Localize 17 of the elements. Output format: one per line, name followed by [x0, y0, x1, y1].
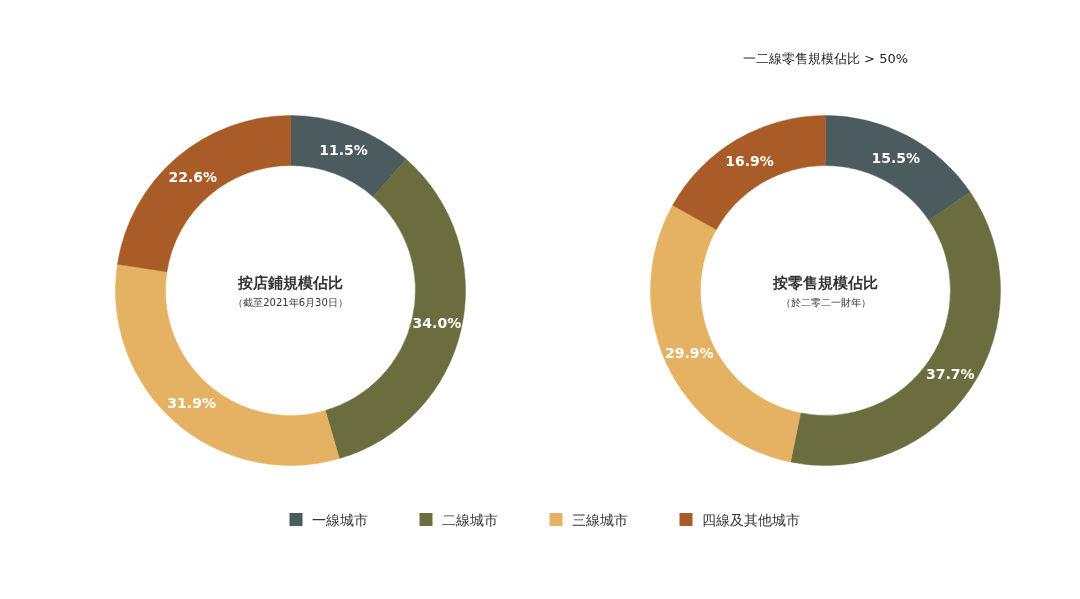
data-label: 15.5% [871, 149, 920, 166]
data-label: 16.9% [725, 153, 774, 170]
text: 一二線零售規模佔比 > 50% [742, 51, 909, 66]
text: （於二零二一財年） [780, 297, 871, 308]
data-label: 34.0% [412, 315, 462, 332]
data-label: 31.9% [167, 395, 216, 412]
legend-label: 二線城市 [441, 511, 498, 528]
legend-label: 一線城市 [311, 511, 368, 528]
text: 按零售規模佔比 [772, 273, 878, 292]
data-label: 22.6% [168, 168, 218, 185]
text: （截至2021年6月30日） [233, 297, 348, 308]
legend-label: 四線及其他城市 [701, 511, 800, 528]
text: 按店鋪規模佔比 [237, 273, 343, 292]
data-label: 11.5% [319, 142, 368, 159]
data-label: 29.9% [664, 345, 714, 362]
data-label: 37.7% [926, 365, 975, 382]
legend-label: 三線城市 [571, 511, 628, 528]
